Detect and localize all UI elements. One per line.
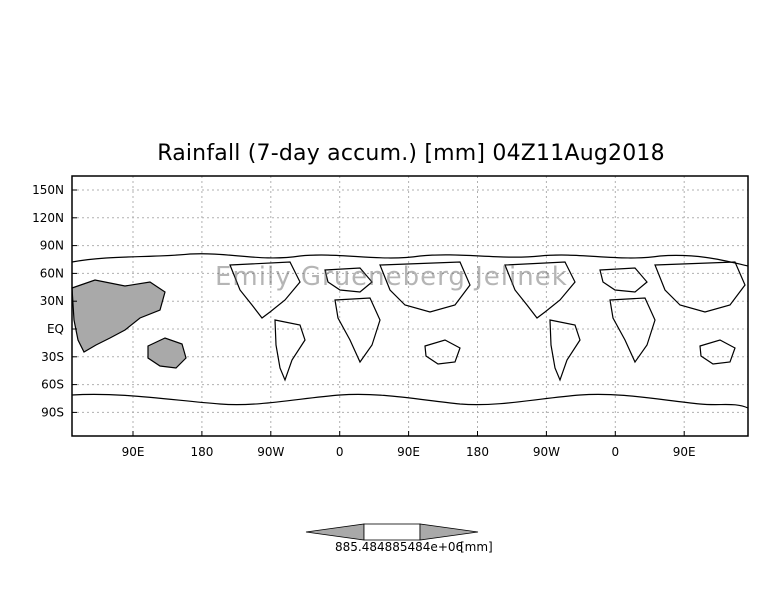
lat-tick-label: 60S bbox=[41, 378, 64, 392]
map-title: Rainfall (7-day accum.) [mm] 04Z11Aug201… bbox=[157, 141, 665, 166]
lat-tick-label: EQ bbox=[47, 322, 64, 336]
lon-tick-label: 0 bbox=[336, 445, 344, 459]
asia-land-shaded bbox=[71, 279, 166, 353]
colorbar-mid-box bbox=[363, 523, 421, 541]
antarctica-coast bbox=[71, 393, 749, 409]
africa-coast-east bbox=[609, 297, 656, 364]
asia-coast-far-east bbox=[654, 261, 746, 313]
arctic-coastline bbox=[71, 253, 749, 267]
europe-coast bbox=[324, 267, 373, 293]
lon-tick-label: 90W bbox=[257, 445, 284, 459]
lat-tick-label: 90S bbox=[41, 405, 64, 419]
lon-tick-label: 180 bbox=[466, 445, 489, 459]
latitude-axis: 150N 120N 90N 60N 30N EQ 30S 60S 90S bbox=[32, 183, 77, 419]
colorbar-value-label: 885.484885484e+06 bbox=[335, 540, 464, 554]
lon-tick-label: 90E bbox=[673, 445, 696, 459]
africa-coast bbox=[334, 297, 381, 364]
australia-coast-east bbox=[424, 339, 461, 365]
north-america-coast bbox=[229, 261, 301, 319]
australia-coast-far-east bbox=[699, 339, 736, 365]
lon-tick-label: 0 bbox=[611, 445, 619, 459]
colorbar-right-triangle bbox=[419, 523, 479, 541]
lon-tick-label: 180 bbox=[190, 445, 213, 459]
lat-tick-label: 30N bbox=[40, 294, 64, 308]
south-america-coast-east bbox=[549, 319, 581, 382]
lon-tick-label: 90W bbox=[533, 445, 560, 459]
australia-land-shaded bbox=[147, 337, 187, 369]
lat-tick-label: 150N bbox=[32, 183, 64, 197]
europe-coast-east bbox=[599, 267, 648, 293]
watermark-text: Emily Grueneberg Jelinek bbox=[215, 262, 568, 292]
lat-tick-label: 30S bbox=[41, 350, 64, 364]
colorbar bbox=[305, 523, 479, 541]
lon-tick-label: 90E bbox=[397, 445, 420, 459]
asia-coast-east bbox=[379, 261, 471, 313]
colorbar-unit-label: [mm] bbox=[460, 540, 493, 554]
plot-frame bbox=[71, 175, 749, 437]
longitude-axis: 90E 180 90W 0 90E 180 90W 0 90E bbox=[122, 431, 696, 459]
lon-tick-label: 90E bbox=[122, 445, 145, 459]
colorbar-left-triangle bbox=[305, 523, 365, 541]
lat-tick-label: 60N bbox=[40, 266, 64, 280]
lat-tick-label: 90N bbox=[40, 239, 64, 253]
south-america-coast bbox=[274, 319, 306, 382]
lat-tick-label: 120N bbox=[32, 211, 64, 225]
land-features bbox=[71, 253, 749, 409]
north-america-coast-east bbox=[504, 261, 576, 319]
